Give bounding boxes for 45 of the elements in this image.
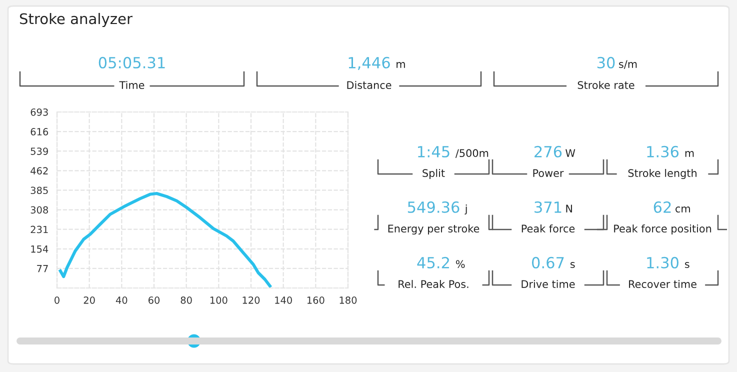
line-series (58, 192, 272, 288)
y-tick-label: 154 (31, 245, 48, 253)
text: 62 cm (654, 201, 690, 213)
category-label: Power (533, 169, 564, 178)
x-tick-label: 0 (54, 296, 60, 304)
text: 45.2 % (417, 256, 465, 268)
category-label: Stroke rate (578, 80, 634, 90)
category-label: Peak force (522, 224, 575, 233)
x-tick-label: 160 (307, 296, 324, 304)
y-tick-label: 231 (30, 226, 48, 234)
x-tick-label: 80 (180, 296, 192, 304)
y-tick-label: 385 (30, 186, 48, 194)
text: 1:45 /500m (418, 146, 488, 158)
text: Stroke analyzer (20, 12, 133, 28)
y-tick-label: 539 (30, 148, 48, 155)
y-tick-label: 462 (30, 167, 48, 174)
category-label: Split (422, 168, 445, 180)
y-tick-label: 693 (30, 108, 48, 116)
category-label: Peak force position (614, 224, 712, 235)
text: 05:05.31 (98, 56, 165, 68)
y-tick-label: 616 (30, 128, 48, 136)
category-label: Distance (347, 80, 392, 90)
y-tick-label: 308 (30, 206, 48, 214)
y-tick-label: 77 (37, 265, 48, 272)
category-label: Recover time (629, 280, 696, 288)
x-tick-label: 140 (275, 296, 292, 304)
text: 549.36 j (408, 201, 467, 215)
x-tick-label: 60 (148, 296, 160, 304)
category-label: Drive time (522, 280, 575, 288)
x-tick-label: 180 (340, 296, 357, 304)
x-tick-label: 40 (116, 296, 128, 304)
category-label: Stroke length (628, 168, 696, 180)
category-label: Rel. Peak Pos. (398, 280, 468, 288)
text: 30 s/m (597, 56, 637, 69)
x-tick-label: 20 (84, 296, 95, 304)
x-tick-label: 100 (210, 296, 228, 304)
text: 371 N (534, 201, 572, 213)
text: 1.36 m (647, 146, 694, 158)
text: 1.30 s (647, 256, 690, 268)
category-label: Energy per stroke (388, 224, 480, 235)
text: 276 W (534, 146, 576, 158)
text: 1,446 m (348, 56, 405, 70)
category-label: Time (119, 80, 144, 90)
x-tick-label: 120 (242, 296, 260, 304)
text: 0.67 s (532, 256, 575, 268)
